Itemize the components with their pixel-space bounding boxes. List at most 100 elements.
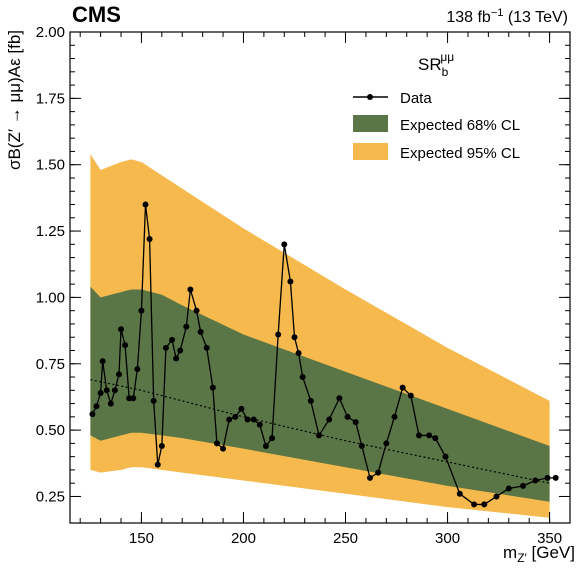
data-point — [295, 350, 302, 357]
data-point — [456, 490, 463, 497]
lumi-value: 138 — [446, 9, 473, 26]
data-point — [134, 366, 141, 373]
data-point — [399, 384, 406, 391]
data-point — [544, 474, 551, 481]
data-point — [367, 474, 373, 481]
y-tick-label: 1.75 — [36, 90, 65, 107]
experiment-label: CMS — [72, 2, 121, 27]
lumi-exponent: −1 — [491, 7, 504, 19]
data-point — [187, 286, 194, 293]
legend-band68-swatch — [353, 115, 388, 132]
y-tick-label: 1.50 — [36, 157, 65, 174]
data-point — [213, 440, 220, 447]
data-point — [183, 323, 190, 330]
data-point — [130, 395, 137, 402]
data-point — [142, 201, 149, 208]
data-point — [307, 397, 314, 404]
data-point — [203, 344, 210, 351]
lumi-unit: fb — [477, 9, 490, 26]
data-point — [352, 419, 359, 426]
data-point — [432, 435, 439, 442]
data-point — [150, 397, 157, 404]
data-point — [493, 493, 500, 500]
data-point — [520, 482, 527, 489]
data-point — [287, 278, 294, 285]
data-point — [256, 421, 263, 428]
y-tick-label: 1.25 — [36, 223, 65, 240]
data-point — [209, 384, 216, 391]
data-point — [146, 236, 153, 243]
data-point — [250, 416, 257, 423]
data-point — [89, 411, 96, 418]
y-tick-label: 0.75 — [36, 356, 65, 373]
data-point — [426, 432, 433, 439]
data-point — [471, 501, 478, 508]
data-point — [291, 334, 298, 341]
plot-area — [89, 154, 559, 518]
data-point — [154, 461, 161, 468]
data-point — [138, 307, 145, 314]
legend-title: SRbμμ — [418, 50, 454, 79]
data-point — [93, 403, 100, 410]
legend-data-marker — [367, 94, 373, 100]
axes: 0.25 0.50 0.75 1.00 1.25 1.50 1.75 2.00 150 200 25… — [36, 24, 571, 547]
x-tick-label: 350 — [537, 530, 562, 547]
legend-title-main: SR — [418, 55, 442, 74]
data-point — [275, 331, 282, 338]
legend-band95-label: Expected 95% CL — [400, 145, 520, 162]
data-point — [103, 387, 110, 394]
plot-frame — [69, 31, 571, 524]
data-point — [193, 307, 200, 314]
data-point — [552, 474, 559, 481]
data-point — [358, 443, 365, 450]
x-axis-title-main: m — [503, 543, 517, 562]
legend-title-sub: b — [442, 65, 449, 79]
data-point — [118, 326, 125, 333]
data-point — [375, 469, 382, 476]
y-tick-label: 0.25 — [36, 488, 65, 505]
data-point — [169, 336, 176, 343]
data-point — [281, 241, 288, 248]
data-point — [162, 344, 169, 351]
data-point — [122, 342, 129, 349]
data-point — [344, 413, 351, 420]
data-point — [262, 443, 269, 450]
data-point — [442, 453, 449, 460]
data-point — [232, 413, 239, 420]
legend-band95-swatch — [353, 143, 388, 160]
data-point — [315, 432, 322, 439]
data-point — [407, 392, 414, 399]
data-point — [326, 416, 333, 423]
legend-band68-label: Expected 68% CL — [400, 117, 520, 134]
x-tick-label: 250 — [333, 530, 358, 547]
data-point — [115, 371, 122, 378]
data-point — [299, 374, 306, 381]
data-point — [220, 445, 227, 452]
data-point — [177, 347, 184, 354]
data-point — [158, 443, 165, 450]
data-point — [532, 477, 539, 484]
expected-median-line — [90, 379, 550, 484]
data-point — [111, 387, 118, 394]
y-tick-label: 1.00 — [36, 289, 65, 306]
band-68-cl — [90, 286, 550, 502]
data-point — [415, 432, 422, 439]
data-point — [107, 400, 114, 407]
y-tick-label: 2.00 — [36, 24, 65, 41]
data-point — [383, 440, 390, 447]
legend-title-sup: μμ — [440, 50, 454, 64]
energy-label: (13 TeV) — [508, 9, 568, 26]
data-point — [481, 501, 488, 508]
data-point — [336, 395, 343, 402]
x-axis-title-sub: Z′ — [517, 551, 527, 565]
data-point — [391, 413, 398, 420]
data-point — [269, 435, 276, 442]
y-axis-title: σB(Z′ → μμ)Aε [fb] — [5, 30, 24, 170]
x-axis-title-unit: [GeV] — [532, 543, 575, 562]
data-point — [505, 485, 512, 492]
data-point — [173, 355, 180, 362]
data-point — [238, 405, 245, 412]
legend-data-label: Data — [400, 90, 432, 107]
luminosity-label: 138 fb−1 (13 TeV) — [446, 7, 568, 26]
